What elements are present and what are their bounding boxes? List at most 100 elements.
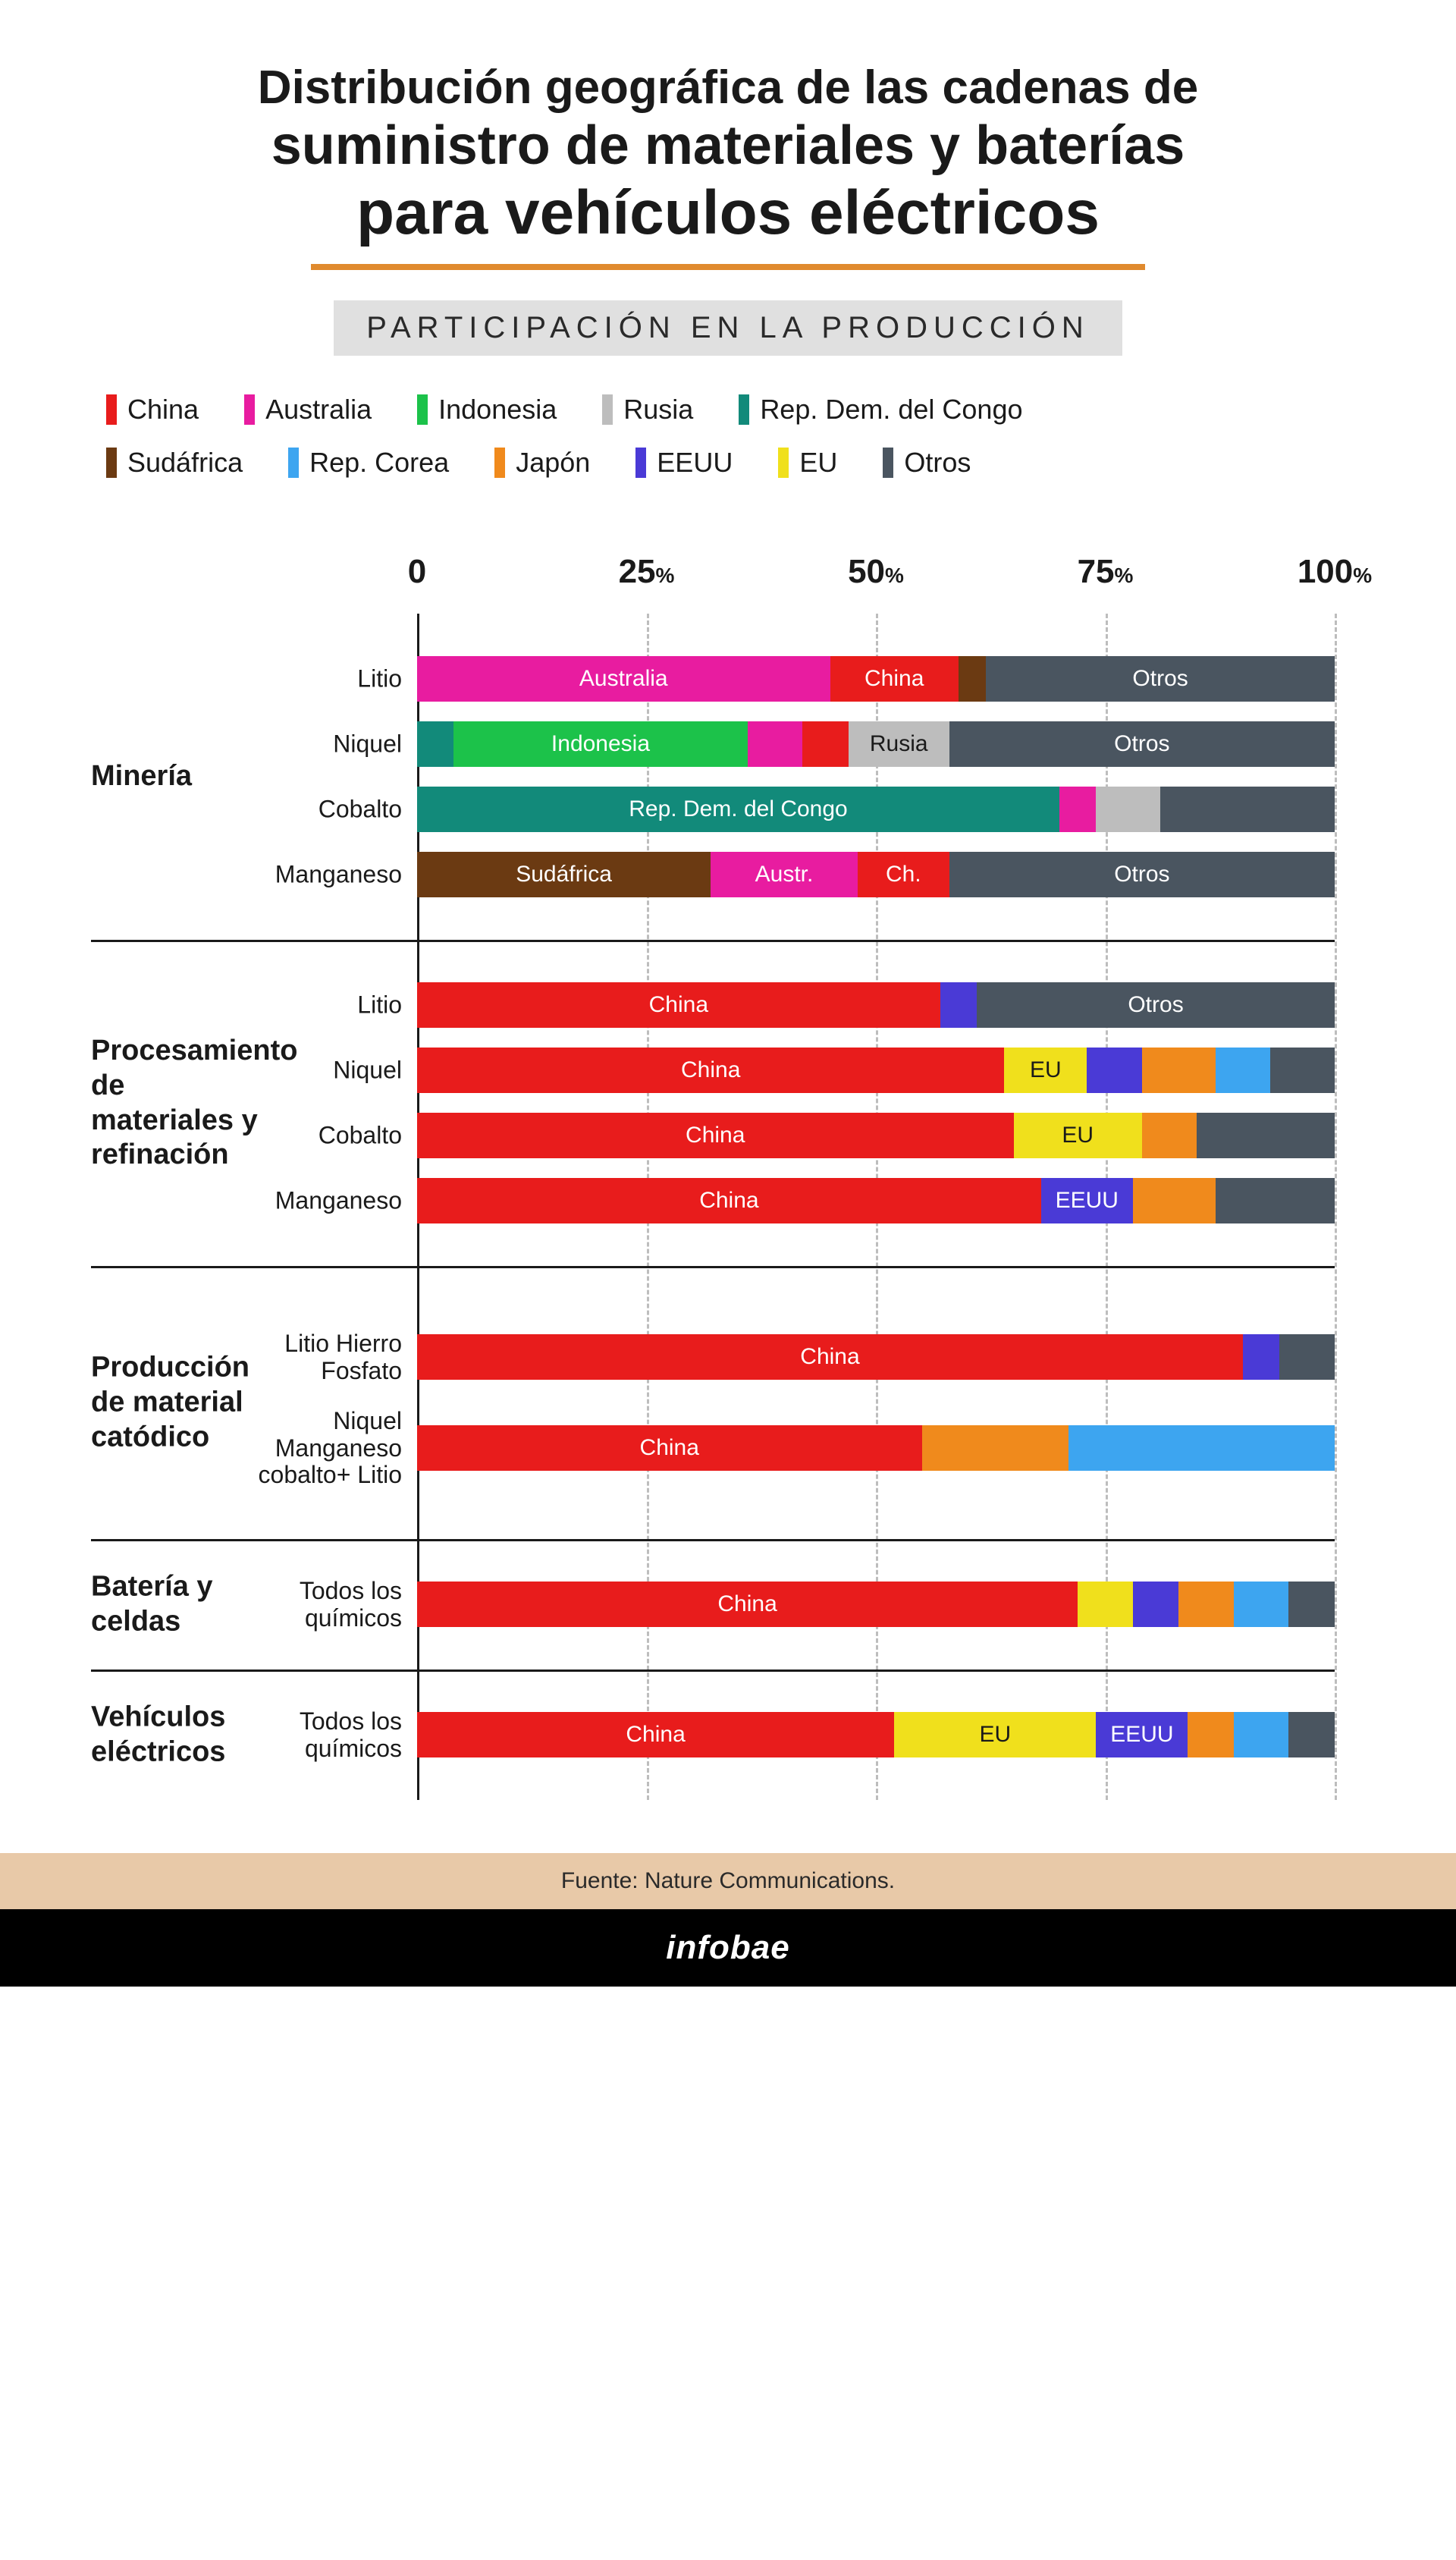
bar-row: NiquelIndonesiaRusiaOtros <box>417 721 1335 767</box>
row-label: Todos los químicos <box>258 1708 402 1761</box>
title-underline <box>311 264 1145 270</box>
bar-row: CobaltoRep. Dem. del Congo <box>417 787 1335 832</box>
legend-swatch <box>635 448 646 478</box>
gridline <box>1335 614 1337 1800</box>
bar-segment: Otros <box>949 852 1335 897</box>
bar-segment: EEUU <box>1096 1712 1188 1757</box>
bar-segment <box>1234 1582 1289 1627</box>
row-label: Niquel <box>258 1057 402 1084</box>
bar-segment: EU <box>1004 1048 1087 1093</box>
group-label: Minería <box>91 760 258 795</box>
row-label: Cobalto <box>258 796 402 823</box>
bar-row: CobaltoChinaEU <box>417 1113 1335 1158</box>
title-line-3: para vehículos eléctricos <box>91 177 1365 249</box>
legend-swatch <box>106 394 117 425</box>
stacked-bar: ChinaEU <box>417 1113 1335 1158</box>
bar-segment <box>940 982 977 1028</box>
axis-labels: 025%50%75%100% <box>417 553 1335 598</box>
stacked-bar: China Otros <box>417 982 1335 1028</box>
bar-segment <box>1270 1048 1335 1093</box>
bar-segment <box>1288 1582 1335 1627</box>
footer-source: Fuente: Nature Communications. <box>0 1853 1456 1909</box>
bar-segment: EU <box>894 1712 1096 1757</box>
bar-segment: Australia <box>417 656 830 702</box>
bar-segment <box>1160 787 1335 832</box>
bar-segment <box>1234 1712 1289 1757</box>
bar-row: LitioAustraliaChinaOtros <box>417 656 1335 702</box>
legend-label: EU <box>799 447 837 479</box>
legend-item: Australia <box>244 394 372 426</box>
bar-segment <box>1188 1712 1234 1757</box>
stacked-bar: China <box>417 1334 1335 1380</box>
legend-swatch <box>106 448 117 478</box>
legend-swatch <box>883 448 893 478</box>
stacked-bar: Rep. Dem. del Congo <box>417 787 1335 832</box>
bar-segment: Otros <box>977 982 1335 1028</box>
bar-segment <box>1243 1334 1279 1380</box>
legend: China Australia Indonesia Rusia Rep. Dem. de… <box>91 394 1365 500</box>
bar-segment <box>1133 1178 1216 1223</box>
bar-segment <box>959 656 986 702</box>
stacked-bar: ChinaEUEEUU <box>417 1712 1335 1757</box>
legend-label: Otros <box>904 447 971 479</box>
bar-segment: China <box>417 982 940 1028</box>
legend-label: China <box>127 394 199 426</box>
legend-item: Rep. Dem. del Congo <box>739 394 1022 426</box>
chart-group: Batería y celdasTodos los químicosChina <box>417 1539 1335 1669</box>
legend-item: Rep. Corea <box>288 447 449 479</box>
legend-label: Rusia <box>623 394 693 426</box>
axis-tick-label: 75% <box>1078 553 1134 591</box>
infographic-container: Distribución geográfica de las cadenas d… <box>0 0 1456 1800</box>
title-line-1: Distribución geográfica de las cadenas d… <box>91 61 1365 115</box>
bar-segment <box>1078 1582 1133 1627</box>
stacked-bar: China <box>417 1582 1335 1627</box>
bar-segment: Rep. Dem. del Congo <box>417 787 1059 832</box>
row-label: Litio <box>258 666 402 693</box>
bar-row: Niquel Manganeso cobalto+ LitioChina <box>417 1425 1335 1471</box>
stacked-bar: IndonesiaRusiaOtros <box>417 721 1335 767</box>
legend-label: Australia <box>265 394 372 426</box>
bar-segment <box>1197 1113 1335 1158</box>
bar-segment: China <box>417 1712 894 1757</box>
chart-group: Vehículos eléctricosTodos los químicosCh… <box>417 1669 1335 1800</box>
bar-segment: Otros <box>986 656 1335 702</box>
bar-segment <box>802 721 849 767</box>
bar-segment <box>1142 1113 1197 1158</box>
legend-label: Rep. Corea <box>309 447 449 479</box>
title-block: Distribución geográfica de las cadenas d… <box>91 61 1365 270</box>
bar-row: LitioChinaOtros <box>417 982 1335 1028</box>
bar-segment: Indonesia <box>453 721 747 767</box>
bar-segment <box>1216 1048 1271 1093</box>
group-label: Producción de material catódico <box>91 1351 258 1455</box>
legend-item: Otros <box>883 447 971 479</box>
group-label: Procesamiento de materiales y refinación <box>91 1034 258 1172</box>
stacked-bar: SudáfricaAustr.Ch.Otros <box>417 852 1335 897</box>
bar-row: Todos los químicosChinaEUEEUU <box>417 1712 1335 1757</box>
group-label: Batería y celdas <box>91 1570 258 1639</box>
legend-label: Indonesia <box>438 394 557 426</box>
bar-row: Todos los químicosChina <box>417 1582 1335 1627</box>
bar-segment: China <box>417 1582 1078 1627</box>
bar-segment <box>1096 787 1160 832</box>
bar-segment <box>922 1425 1069 1471</box>
bar-row: ManganesoSudáfricaAustr.Ch.Otros <box>417 852 1335 897</box>
row-label: Niquel <box>258 731 402 758</box>
bar-segment: China <box>830 656 959 702</box>
bar-segment <box>748 721 803 767</box>
bar-segment <box>1068 1425 1335 1471</box>
bars-zone: MineríaLitioAustraliaChinaOtrosNiquelInd… <box>417 614 1335 1800</box>
legend-label: Japón <box>516 447 590 479</box>
bar-segment: Austr. <box>711 852 858 897</box>
legend-item: Indonesia <box>417 394 557 426</box>
bar-segment: EEUU <box>1041 1178 1133 1223</box>
stacked-bar: China <box>417 1425 1335 1471</box>
bar-segment: China <box>417 1334 1243 1380</box>
bar-segment: China <box>417 1178 1041 1223</box>
bar-segment: Sudáfrica <box>417 852 711 897</box>
bar-segment <box>1142 1048 1216 1093</box>
bar-segment <box>1216 1178 1335 1223</box>
legend-item: Japón <box>494 447 590 479</box>
legend-label: EEUU <box>657 447 733 479</box>
legend-swatch <box>739 394 749 425</box>
bar-segment: Rusia <box>849 721 949 767</box>
